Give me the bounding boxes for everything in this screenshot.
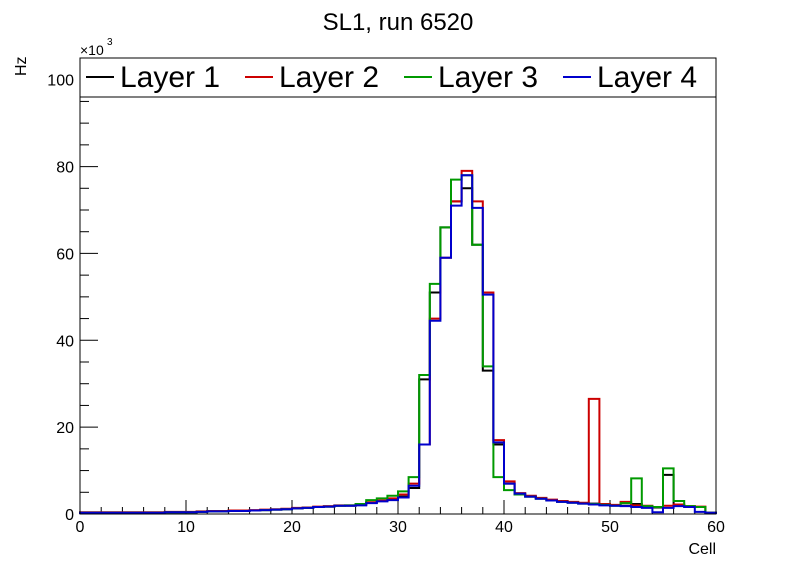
legend-label-layer-1: Layer 1 [120,61,220,94]
x-tick-label: 50 [601,519,619,536]
y-exponent-label: ×10 3 [80,37,113,58]
legend-label-layer-2: Layer 2 [279,61,379,94]
axes-group: 0 10 20 30 40 50 60 0 20 40 60 80 100 [47,73,725,536]
series-group [79,169,717,514]
y-tick-label: 20 [56,420,74,437]
x-tick-label: 10 [177,519,195,536]
legend-label-layer-3: Layer 3 [438,61,538,94]
y-tick-label: 40 [56,333,74,350]
y-axis-label: Hz [13,56,30,76]
x-tick-label: 30 [389,519,407,536]
legend-box [79,57,717,98]
x-tick-label: 40 [495,519,513,536]
legend-label-layer-4: Layer 4 [597,61,697,94]
x-tick-label: 20 [283,519,301,536]
x-axis-label: Cell [688,541,716,558]
y-tick-label: 100 [47,73,74,90]
y-tick-label: 60 [56,246,74,263]
series-line-layer-4 [79,174,717,514]
legend: Layer 1 Layer 2 Layer 3 Layer 4 [79,57,717,98]
y-tick-label: 80 [56,160,74,177]
x-tick-label: 0 [76,519,85,536]
y-exponent-power: 3 [107,37,113,48]
y-tick-label: 0 [65,507,74,524]
x-tick-label: 60 [707,519,725,536]
chart-title: SL1, run 6520 [323,9,474,36]
y-exponent-base: ×10 [80,42,104,58]
